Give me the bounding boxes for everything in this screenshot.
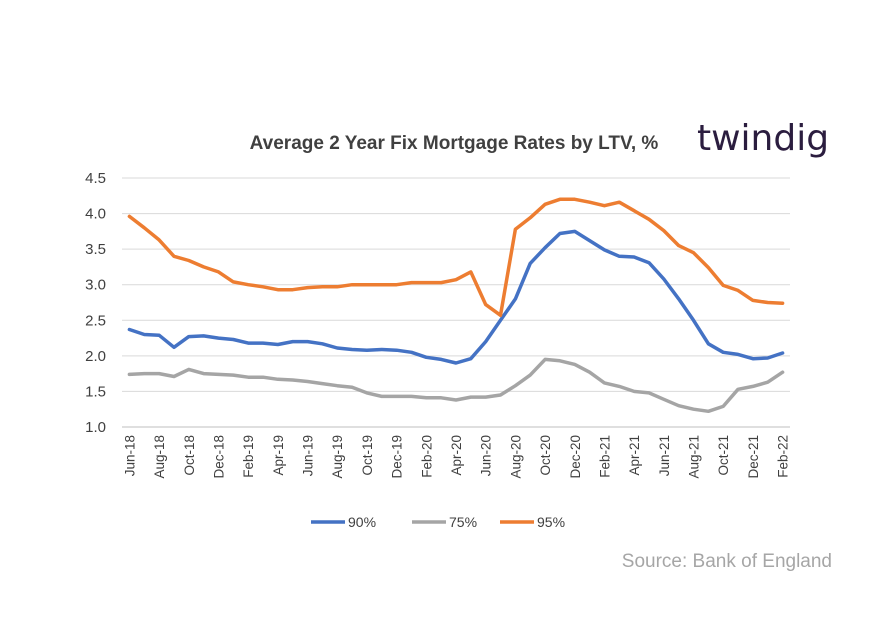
- x-tick-label: Apr-19: [271, 435, 286, 476]
- series-lines: [127, 197, 785, 414]
- x-tick-label: Oct-21: [716, 435, 731, 476]
- y-tick-label: 1.0: [85, 419, 106, 436]
- y-tick-label: 3.0: [85, 277, 106, 294]
- series-line-95pct: [127, 197, 785, 318]
- gridlines: [122, 177, 790, 392]
- x-tick-label: Aug-21: [687, 435, 702, 479]
- x-tick-label: Feb-22: [776, 435, 791, 478]
- x-tick-label: Feb-20: [419, 435, 434, 478]
- x-tick-label: Feb-19: [241, 435, 256, 478]
- x-tick-label: Jun-21: [657, 435, 672, 476]
- x-tick-label: Dec-20: [568, 435, 583, 479]
- y-tick-label: 4.5: [85, 170, 106, 187]
- y-tick-label: 2.5: [85, 312, 106, 329]
- x-axis-ticks: Jun-18 Aug-18 Oct-18 Dec-18 Feb-19 Apr-19 Jun-…: [122, 435, 790, 479]
- x-tick-label: Aug-18: [152, 435, 167, 479]
- x-tick-label: Aug-19: [330, 435, 345, 479]
- legend-label: 75%: [449, 514, 477, 530]
- series-line-75pct: [127, 357, 785, 414]
- x-tick-label: Oct-18: [182, 435, 197, 476]
- x-tick-label: Jun-19: [301, 435, 316, 476]
- x-tick-label: Jun-20: [479, 435, 494, 476]
- y-tick-label: 3.5: [85, 241, 106, 258]
- y-tick-label: 2.0: [85, 348, 106, 365]
- y-tick-label: 4.0: [85, 206, 106, 223]
- x-tick-label: Oct-20: [538, 435, 553, 476]
- twindig-logo: twindig: [697, 118, 829, 159]
- y-axis-ticks: 1.0 1.5 2.0 2.5 3.0 3.5 4.0 4.5: [85, 170, 106, 436]
- series-line-90pct: [127, 229, 785, 365]
- x-tick-label: Dec-21: [746, 435, 761, 479]
- x-tick-label: Dec-18: [211, 435, 226, 479]
- x-tick-label: Feb-21: [597, 435, 612, 478]
- source-note: Source: Bank of England: [622, 551, 832, 572]
- x-tick-label: Aug-20: [508, 435, 523, 479]
- x-tick-label: Apr-20: [449, 435, 464, 476]
- y-tick-label: 1.5: [85, 383, 106, 400]
- chart-title: Average 2 Year Fix Mortgage Rates by LTV…: [250, 133, 659, 154]
- legend-label: 90%: [348, 514, 376, 530]
- x-tick-label: Apr-21: [627, 435, 642, 476]
- legend: 90% 75% 95%: [311, 514, 565, 530]
- x-tick-label: Dec-19: [390, 435, 405, 479]
- legend-label: 95%: [537, 514, 565, 530]
- x-tick-label: Jun-18: [122, 435, 137, 476]
- x-tick-label: Oct-19: [360, 435, 375, 476]
